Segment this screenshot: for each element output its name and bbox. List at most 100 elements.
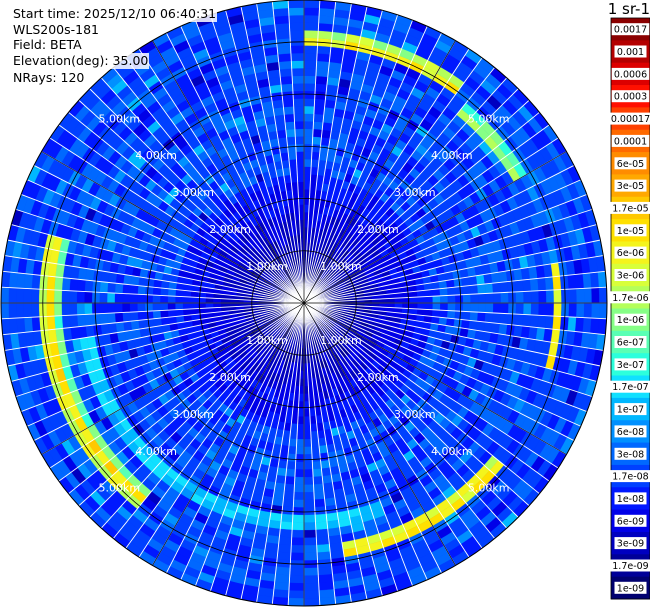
range-gate-cell (106, 292, 116, 304)
range-gate-cell (313, 483, 324, 493)
range-gate-cell (303, 454, 313, 463)
range-ring-label: 1.00km (246, 260, 288, 273)
range-gate-cell (160, 309, 169, 319)
range-gate-cell (324, 497, 337, 507)
colorbar-tick-bg (611, 67, 650, 80)
range-gate-cell (303, 461, 313, 470)
ray-line (303, 26, 428, 304)
range-gate-cell (447, 302, 456, 312)
ray-line (78, 302, 305, 507)
range-gate-cell (515, 302, 524, 315)
range-gate-cell (303, 14, 320, 24)
range-gate-cell (287, 151, 297, 161)
range-ring-label: 5.00km (468, 482, 510, 495)
range-gate-cell (303, 590, 320, 599)
range-gate-cell (492, 292, 502, 304)
ray-line (303, 302, 470, 558)
range-gate-cell (590, 317, 600, 335)
range-gate-cell (432, 295, 441, 304)
range-gate-cell (310, 159, 320, 168)
ray-line (7, 239, 305, 304)
range-gate-cell (475, 274, 485, 285)
range-gate-cell (16, 272, 26, 289)
ray-line (58, 302, 305, 482)
range-gate-cell (23, 288, 32, 304)
ray-line (303, 67, 496, 304)
range-gate-cell (303, 98, 315, 107)
ray-line (303, 302, 540, 495)
range-gate-cell (303, 52, 318, 62)
ray-line (303, 302, 550, 482)
range-gate-cell (303, 60, 317, 69)
azimuth-spoke (303, 302, 456, 566)
ray-line (303, 302, 607, 320)
range-gate-cell (91, 291, 100, 304)
range-gate-cell (129, 293, 138, 304)
range-gate-cell (288, 159, 298, 168)
range-gate-cell (272, 589, 290, 599)
azimuth-spoke (152, 40, 305, 304)
range-gate-cell (477, 302, 486, 313)
range-ring-label: 3.00km (172, 186, 214, 199)
range-gate-cell (144, 302, 153, 312)
range-gate-cell (53, 289, 63, 304)
ray-line (58, 124, 305, 304)
range-gate-cell (295, 136, 305, 145)
range-gate-cell (277, 53, 292, 63)
range-gate-cell (303, 537, 317, 546)
colorbar-tick-label: 0.001 (617, 47, 644, 58)
range-gate-cell (288, 438, 298, 447)
range-gate-cell (314, 83, 328, 93)
range-gate-cell (99, 302, 108, 314)
range-gate-cell (522, 314, 532, 327)
range-gate-cell (314, 513, 328, 523)
range-gate-cell (469, 284, 479, 295)
ray-line (303, 302, 337, 605)
range-gate-cell (107, 322, 118, 334)
range-gate-cell (477, 283, 486, 295)
range-gate-cell (303, 158, 312, 167)
colorbar-tick-label: 0.0017 (614, 25, 647, 36)
range-gate-cell (280, 513, 294, 523)
ray-line (15, 208, 305, 304)
ray-line (303, 302, 383, 596)
range-gate-cell (470, 293, 479, 304)
range-gate-cell (318, 589, 336, 599)
range-gate-cell (144, 310, 154, 320)
azimuth-spoke (41, 151, 305, 304)
range-gate-cell (462, 311, 471, 321)
range-ring-label: 3.00km (394, 408, 436, 421)
range-gate-cell (311, 445, 321, 455)
range-gate-cell (275, 122, 286, 132)
range-gate-cell (310, 166, 319, 176)
range-gate-cell (303, 522, 317, 531)
range-gate-cell (288, 14, 305, 24)
range-gate-cell (76, 302, 85, 316)
range-gate-cell (446, 310, 456, 320)
range-gate-cell (271, 497, 284, 507)
range-gate-cell (293, 105, 305, 115)
colorbar-tick-bg (611, 23, 650, 36)
range-gate-cell (499, 313, 509, 325)
range-gate-cell (283, 106, 295, 115)
range-gate-cell (523, 302, 532, 316)
range-gate-cell (123, 274, 133, 285)
range-gate-cell (54, 315, 64, 330)
ray-line (180, 26, 305, 304)
range-gate-cell (321, 467, 332, 477)
range-gate-cell (276, 551, 292, 561)
range-gate-cell (318, 574, 334, 584)
range-gate-cell (303, 401, 310, 410)
range-gate-cell (274, 114, 286, 124)
range-gate-cell (294, 128, 305, 137)
ray-line (256, 302, 305, 603)
range-gate-cell (275, 30, 291, 40)
range-gate-cell (522, 279, 532, 292)
range-gate-cell (100, 270, 110, 283)
ray-line (27, 179, 305, 304)
range-gate-cell (303, 181, 311, 190)
ray-line (303, 1, 337, 304)
azimuth-spoke (303, 40, 456, 304)
ray-line (303, 302, 601, 367)
